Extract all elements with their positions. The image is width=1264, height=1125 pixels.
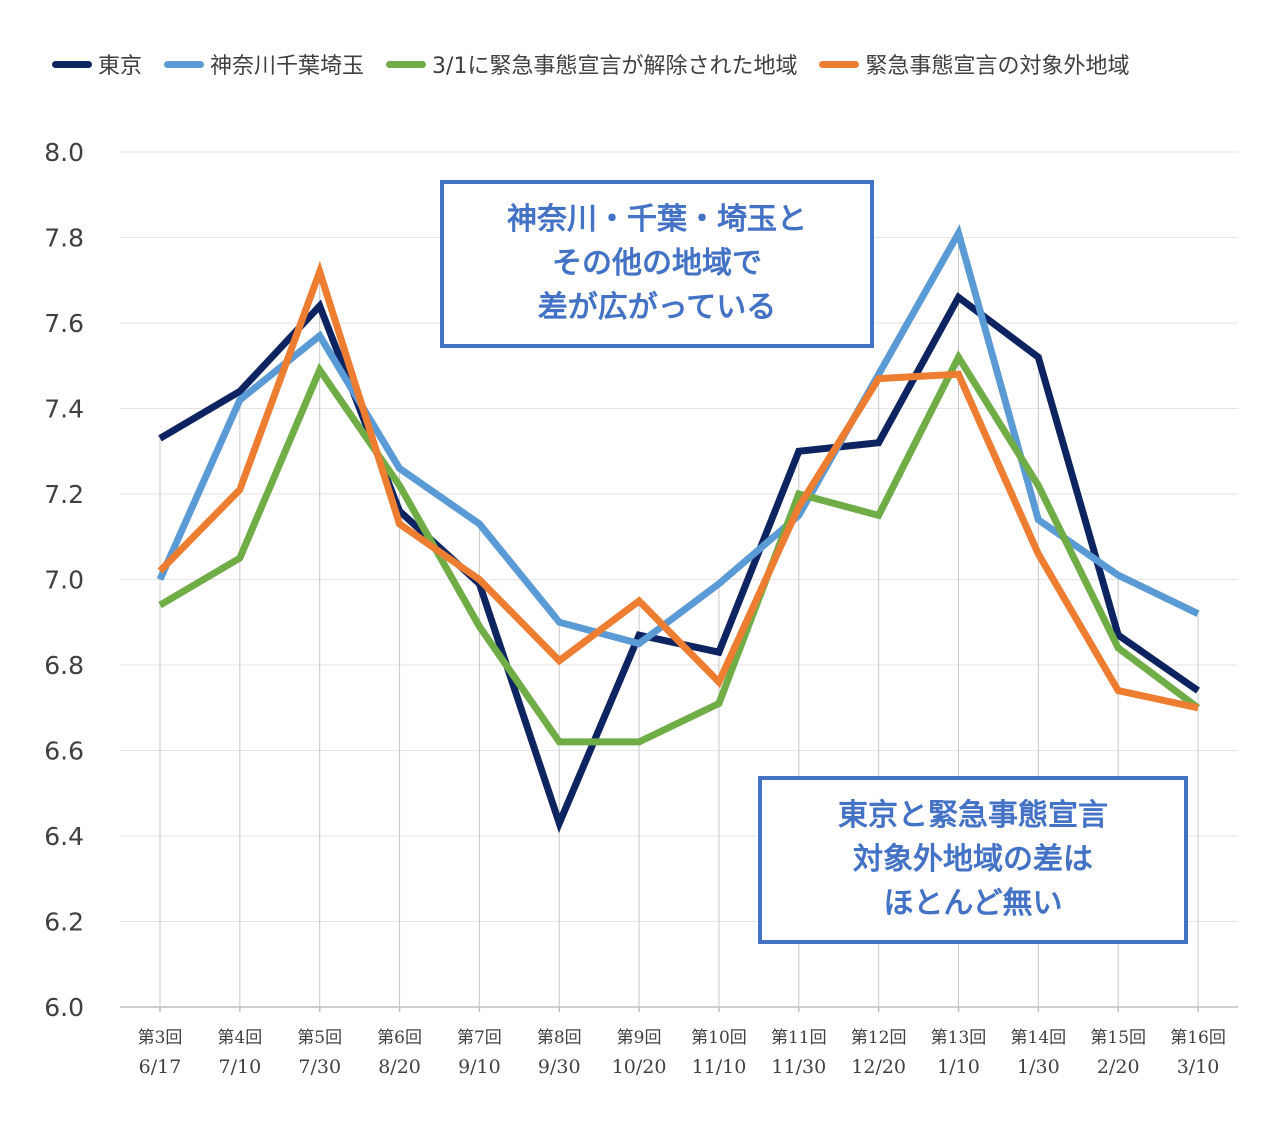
series-line-2 [158, 350, 1201, 746]
x-tick-label-date: 7/10 [219, 1056, 262, 1078]
legend-swatch-kanagawa-chiba-saitama [164, 60, 205, 68]
y-tick-label: 7.4 [44, 395, 84, 424]
x-tick-label-date: 9/30 [538, 1056, 581, 1078]
annotation-2-line-1: 東京と緊急事態宣言 [838, 798, 1108, 833]
x-tick-label-round: 第9回 [617, 1028, 662, 1048]
y-tick-label: 7.0 [44, 566, 84, 595]
x-tick-label-round: 第7回 [457, 1028, 502, 1048]
annotation-2-line-2: 対象外地域の差は [853, 842, 1093, 877]
x-tick-label-date: 11/10 [692, 1056, 747, 1078]
series-line-3 [157, 260, 1199, 712]
y-tick-label: 7.2 [44, 480, 84, 509]
legend-label-lifted-regions: 3/1に緊急事態宣言が解除された地域 [432, 54, 798, 79]
x-tick-label-date: 2/20 [1097, 1056, 1140, 1078]
y-tick-label: 8.0 [44, 138, 84, 167]
x-tick-label-round: 第3回 [138, 1028, 183, 1048]
annotation-box-widening-gap: 神奈川・千葉・埼玉と その他の地域で 差が広がっている [440, 180, 874, 348]
x-tick-label-round: 第8回 [537, 1028, 582, 1048]
legend-label-non-target-regions: 緊急事態宣言の対象外地域 [865, 54, 1130, 79]
annotation-box-little-difference: 東京と緊急事態宣言 対象外地域の差は ほとんど無い [758, 776, 1188, 944]
y-tick-label: 6.2 [44, 908, 84, 937]
y-axis: 6.0 6.2 6.4 6.6 6.8 7.0 7.2 7.4 7.6 7.8 8.0 [44, 138, 84, 1022]
x-tick-label-date: 1/10 [937, 1056, 980, 1078]
annotation-1-line-2: その他の地域で [552, 246, 762, 281]
legend-swatch-tokyo [52, 60, 92, 68]
annotation-1-line-1: 神奈川・千葉・埼玉と [507, 202, 807, 237]
x-tick-label-round: 第6回 [377, 1028, 422, 1048]
y-tick-label: 6.8 [44, 651, 84, 680]
y-tick-label: 7.6 [44, 309, 84, 338]
legend-item-lifted-regions: 3/1に緊急事態宣言が解除された地域 [386, 48, 797, 80]
x-tick-label-round: 第16回 [1170, 1028, 1226, 1048]
x-tick-label-round: 第4回 [217, 1028, 262, 1048]
legend-item-tokyo: 東京 [52, 48, 142, 80]
legend-label-kanagawa-chiba-saitama: 神奈川千葉埼玉 [210, 54, 365, 79]
legend-item-kanagawa-chiba-saitama: 神奈川千葉埼玉 [164, 48, 364, 80]
legend-swatch-non-target-regions [819, 60, 860, 68]
y-tick-label: 6.4 [44, 822, 84, 851]
x-tick-label-date: 11/30 [771, 1056, 826, 1078]
x-tick-label-round: 第15回 [1090, 1028, 1146, 1048]
x-tick-label-date: 10/20 [612, 1056, 667, 1078]
x-tick-label-round: 第14回 [1011, 1028, 1067, 1048]
x-tick-label-round: 第13回 [931, 1028, 987, 1048]
series-line-1 [156, 224, 1200, 648]
y-tick-label: 6.0 [44, 993, 84, 1022]
series-lines [156, 224, 1201, 834]
annotation-1-line-3: 差が広がっている [537, 290, 777, 325]
x-tick-label-date: 1/30 [1017, 1056, 1060, 1078]
x-tick-label-date: 8/20 [378, 1056, 421, 1078]
annotation-2-line-3: ほとんど無い [883, 886, 1063, 921]
chart-legend: 東京 神奈川千葉埼玉 3/1に緊急事態宣言が解除された地域 緊急事態宣言の対象外… [52, 48, 1129, 80]
x-tick-label-round: 第12回 [851, 1028, 907, 1048]
x-tick-label-date: 7/30 [298, 1056, 341, 1078]
x-tick-label-round: 第11回 [771, 1028, 827, 1048]
y-tick-label: 7.8 [44, 224, 84, 253]
x-tick-label-round: 第10回 [691, 1028, 747, 1048]
x-tick-label-date: 12/20 [851, 1056, 906, 1078]
legend-item-non-target-regions: 緊急事態宣言の対象外地域 [819, 48, 1129, 80]
x-tick-label-date: 3/10 [1177, 1056, 1220, 1078]
x-axis: 第3回 6/17 第4回 7/10 第5回 7/30 第6回 8/20 第7回 9/10 第8回 9/… [138, 1028, 1226, 1078]
x-tick-label-date: 9/10 [458, 1056, 501, 1078]
legend-label-tokyo: 東京 [98, 54, 143, 79]
x-tick-label-date: 6/17 [139, 1056, 182, 1078]
legend-swatch-lifted-regions [386, 60, 427, 68]
y-tick-label: 6.6 [44, 737, 84, 766]
x-tick-label-round: 第5回 [297, 1028, 342, 1048]
